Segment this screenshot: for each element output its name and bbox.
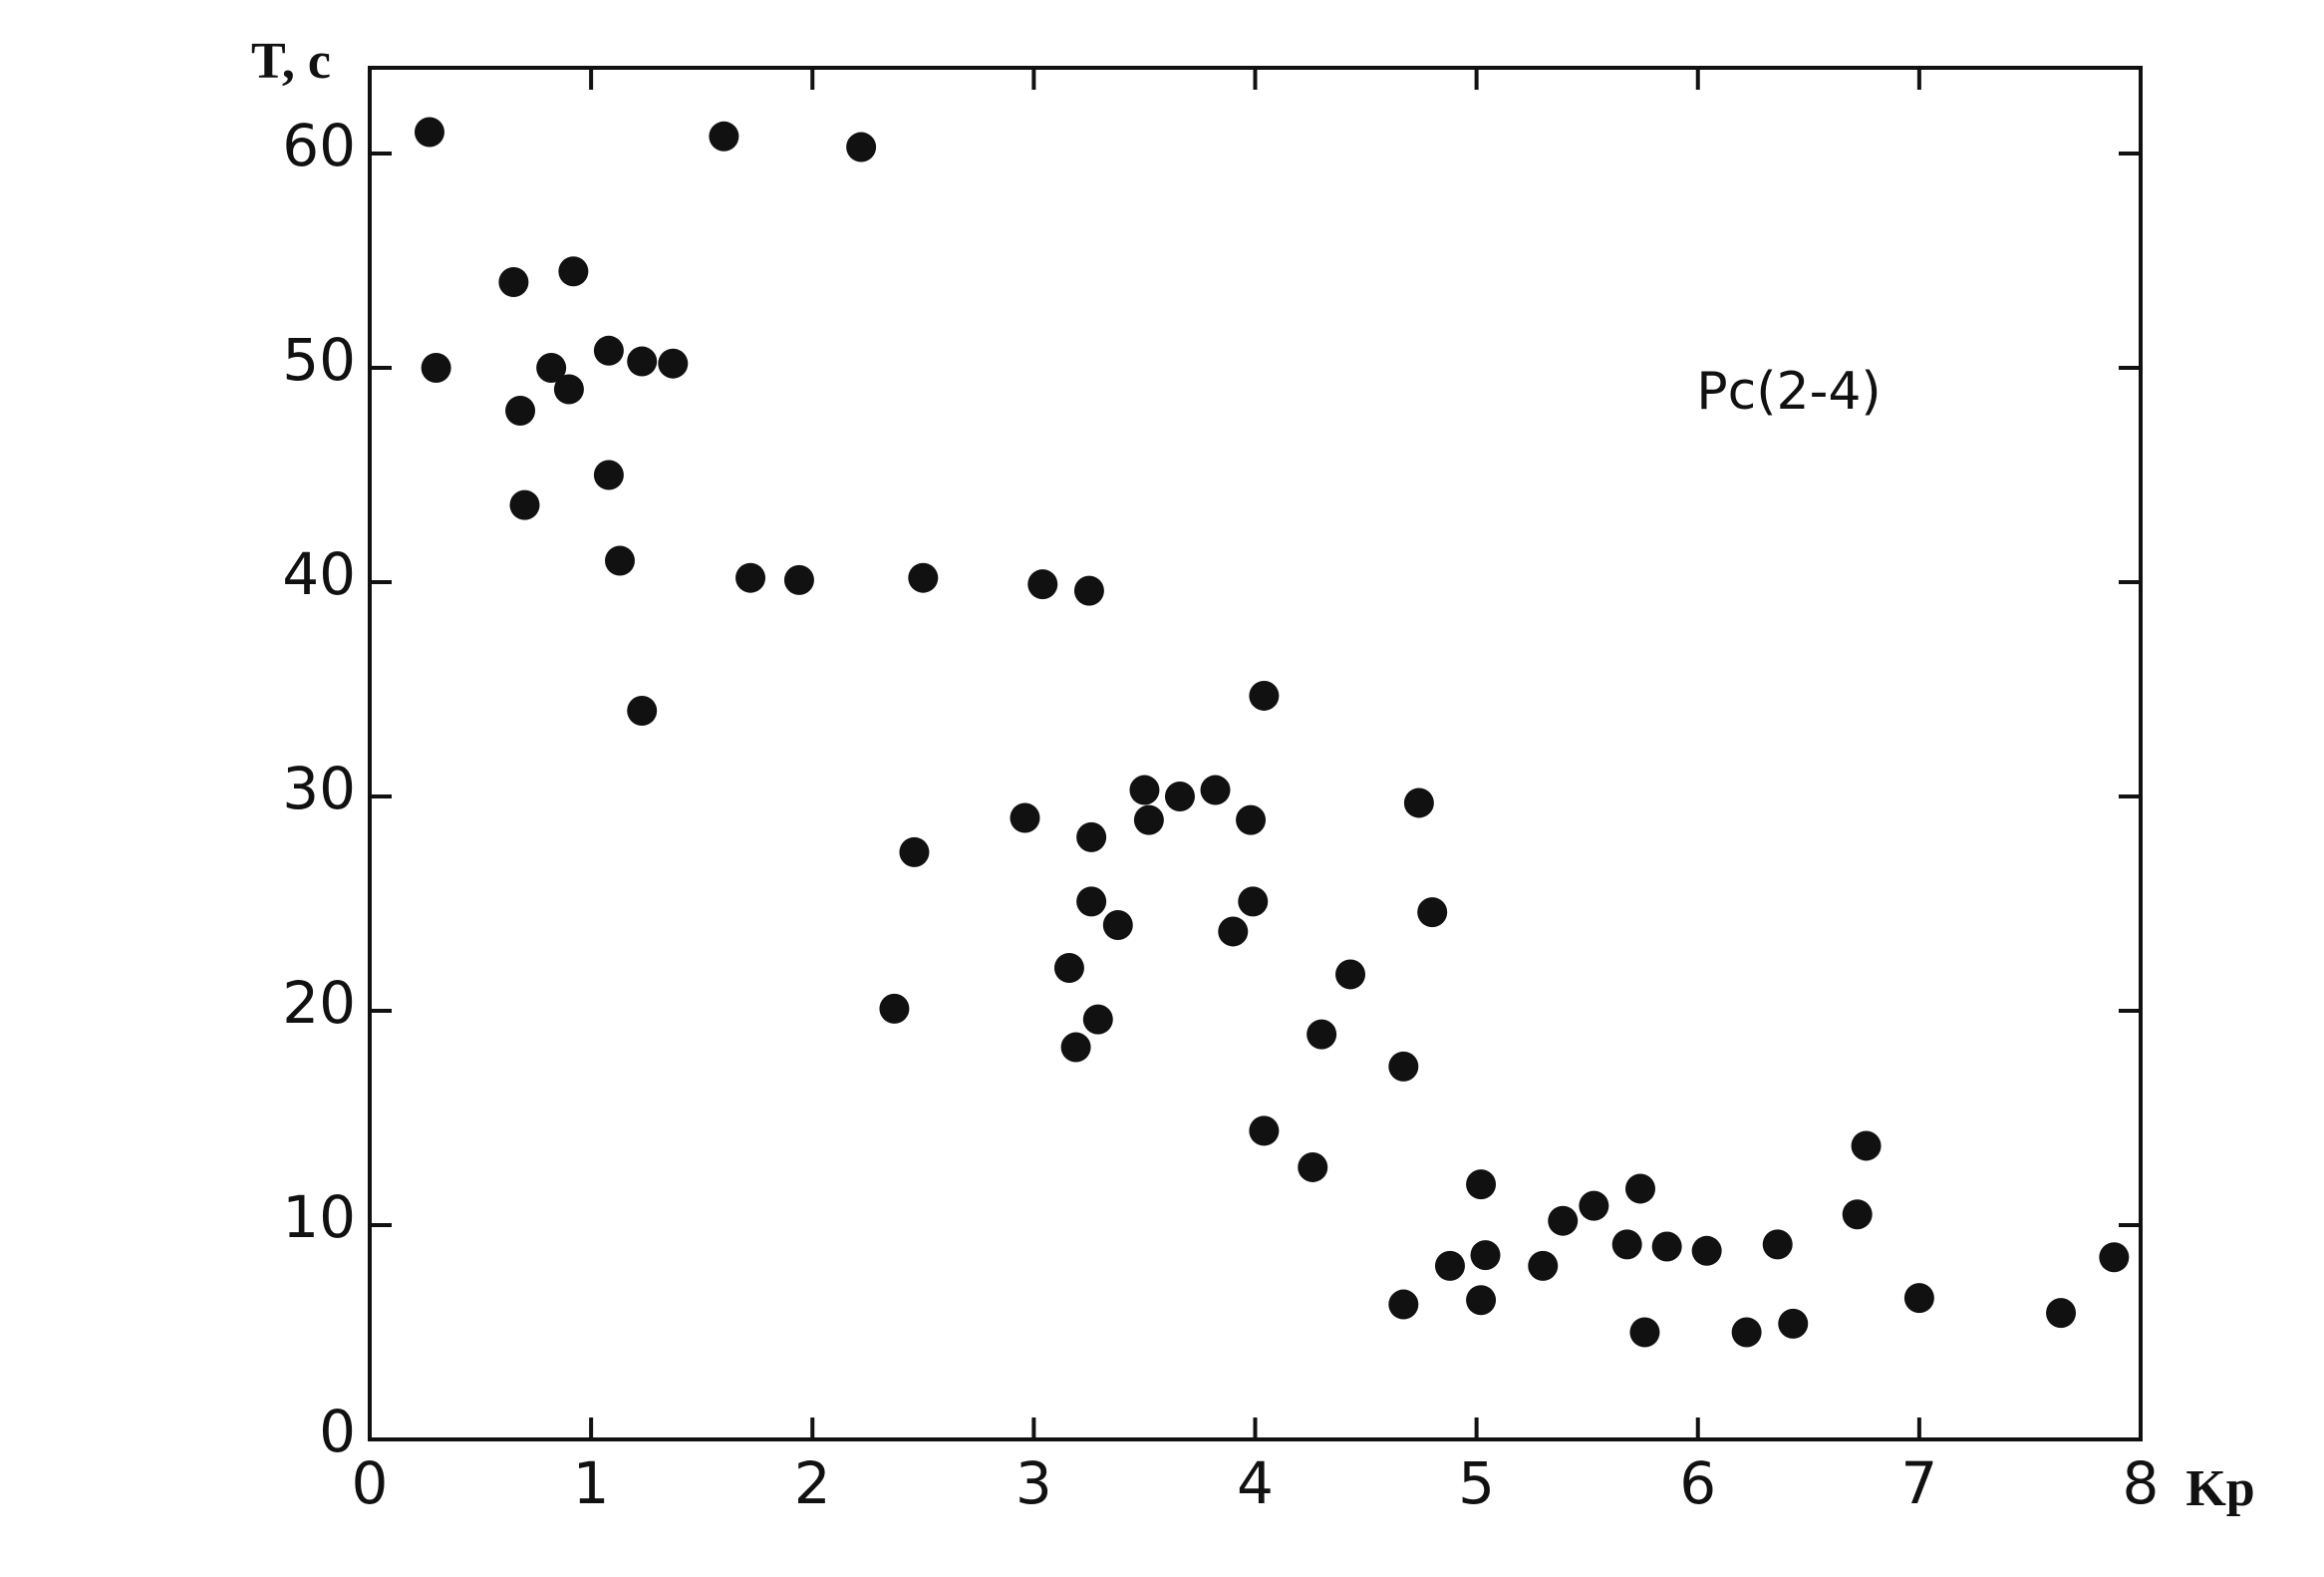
point [558, 256, 589, 287]
x-tick-label: 5 [1458, 1449, 1495, 1517]
y-tick-label: 10 [282, 1183, 356, 1251]
point [553, 374, 584, 405]
point [1073, 575, 1104, 606]
point [1903, 1283, 1934, 1314]
point [1238, 886, 1269, 917]
point [627, 346, 658, 377]
y-tick-label: 30 [282, 755, 356, 822]
point [605, 545, 636, 576]
point [899, 836, 930, 867]
point [1466, 1285, 1497, 1316]
x-tick-label: 1 [573, 1449, 610, 1517]
point [1470, 1240, 1501, 1271]
x-tick-label: 3 [1016, 1449, 1052, 1517]
point [1731, 1317, 1762, 1348]
point [1218, 916, 1249, 947]
point [1762, 1229, 1793, 1260]
point [846, 132, 877, 162]
point [1851, 1130, 1882, 1161]
point [1249, 680, 1280, 711]
point [1388, 1289, 1419, 1320]
point [1579, 1190, 1609, 1221]
point [1164, 782, 1195, 811]
point [505, 396, 536, 426]
point [1611, 1229, 1642, 1260]
point [1778, 1308, 1809, 1339]
y-tick-label: 0 [319, 1398, 356, 1465]
point [2099, 1242, 2130, 1273]
x-tick-label: 8 [2123, 1449, 2160, 1517]
point [1027, 569, 1058, 600]
point [658, 348, 689, 379]
point [627, 696, 658, 726]
point [1335, 959, 1366, 990]
x-tick-label: 4 [1237, 1449, 1274, 1517]
point [1102, 910, 1133, 940]
point [735, 562, 766, 593]
point [1076, 886, 1107, 917]
point [1010, 802, 1040, 833]
point [908, 562, 939, 593]
point [1307, 1019, 1337, 1050]
point [1466, 1169, 1497, 1200]
point [593, 335, 624, 366]
y-tick-label: 50 [282, 326, 356, 394]
point [1528, 1250, 1559, 1281]
point [498, 267, 529, 297]
point [1060, 1032, 1091, 1063]
point [1651, 1231, 1682, 1262]
point [1388, 1051, 1419, 1082]
point [1624, 1173, 1655, 1204]
y-axis-title: T, c [251, 33, 331, 90]
point [1403, 788, 1434, 818]
point [421, 353, 451, 383]
point [1249, 1115, 1280, 1146]
point [1236, 804, 1267, 835]
point [1082, 1004, 1113, 1035]
y-tick-label: 60 [282, 112, 356, 179]
point [1133, 804, 1164, 835]
plot-frame [368, 66, 2143, 1441]
point [1298, 1151, 1328, 1182]
point [1691, 1235, 1722, 1266]
x-tick-label: 0 [352, 1449, 389, 1517]
point [1434, 1250, 1465, 1281]
point [1129, 775, 1160, 805]
point [1548, 1205, 1579, 1236]
point [1842, 1199, 1873, 1230]
point [509, 489, 540, 520]
point [879, 993, 910, 1024]
x-tick-label: 7 [1900, 1449, 1937, 1517]
point [709, 121, 739, 152]
annotation: Pc(2-4) [1696, 362, 1881, 422]
point [2046, 1298, 2077, 1329]
point [536, 353, 567, 383]
point [1053, 953, 1084, 983]
y-tick-label: 20 [282, 969, 356, 1037]
point [593, 460, 624, 490]
x-tick-label: 2 [794, 1449, 831, 1517]
point [1417, 897, 1448, 928]
y-tick-label: 40 [282, 540, 356, 608]
x-tick-label: 6 [1679, 1449, 1716, 1517]
x-axis-title: Kp [2185, 1460, 2254, 1517]
point [414, 117, 444, 148]
point [1629, 1317, 1660, 1348]
point [1200, 775, 1231, 805]
point [1076, 821, 1107, 852]
point [783, 564, 814, 595]
